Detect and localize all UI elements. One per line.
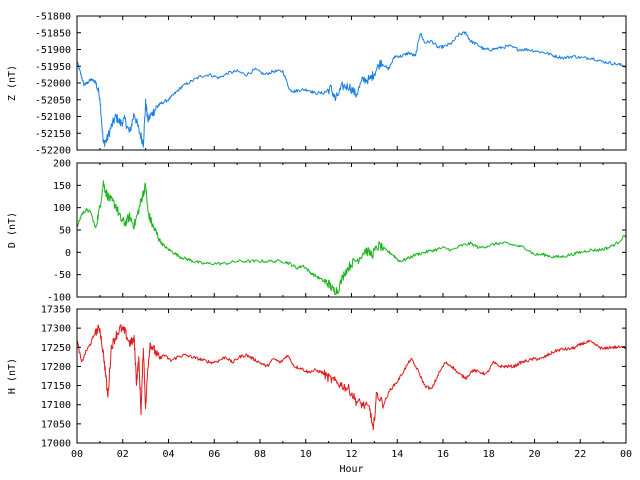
x-tick-label: 22 [574,449,586,460]
x-axis-label: Hour [339,464,363,475]
y-tick-label: -51950 [35,62,71,73]
y-tick-label: 17200 [41,362,71,373]
y-tick-label: -52100 [35,112,71,123]
h-panel: 17350 17300 17250 17200 17150 17100 17050 17000… [7,305,632,476]
y-tick-label: 200 [53,159,71,170]
series-line [76,180,627,296]
x-tick-label: 14 [391,449,403,460]
y-tick-label: 17000 [41,439,71,450]
y-tick-label: -52150 [35,129,71,140]
y-tick-label: -51850 [35,28,71,39]
x-tick-label: 02 [117,449,129,460]
series-line [76,323,627,431]
series-line [76,31,627,148]
y-tick-label: 17100 [41,400,71,411]
x-tick-label: 20 [528,449,540,460]
y-tick-label: -52200 [35,146,71,157]
y-tick-label: 17300 [41,324,71,335]
plot-frame [76,162,627,298]
y-tick-label: 150 [53,181,71,192]
y-tick-label: -100 [47,293,71,304]
y-axis-label: H (nT) [7,358,18,394]
y-tick-label: 0 [65,248,71,259]
d-panel: 200 150 100 50 0 -50 -100 D (nT) [7,159,627,304]
y-tick-label: 17350 [41,305,71,316]
x-tick-label: 04 [162,449,174,460]
x-tick-label: 18 [483,449,495,460]
y-tick-label: 17150 [41,381,71,392]
y-tick-label: -50 [53,270,71,281]
x-tick-label: 10 [300,449,312,460]
y-tick-label: 17050 [41,419,71,430]
x-tick-label: 00 [71,449,83,460]
y-tick-label: 50 [59,226,71,237]
y-tick-label: -52000 [35,79,71,90]
y-tick-label: -51900 [35,45,71,56]
x-tick-label: 12 [345,449,357,460]
y-tick-label: 100 [53,203,71,214]
y-tick-label: -51800 [35,12,71,23]
x-tick-label: 00 [620,449,632,460]
y-tick-label: -52050 [35,95,71,106]
plot-frame [76,308,627,444]
y-axis-label: Z (nT) [7,65,18,101]
x-tick-label: 08 [254,449,266,460]
y-axis-label: D (nT) [7,212,18,248]
z-panel: -51800 -51850 -51900 -51950 -52000 -52050 -521… [7,12,627,157]
x-tick-label: 06 [208,449,220,460]
y-tick-label: 17250 [41,343,71,354]
plot-frame [76,15,627,151]
x-tick-label: 16 [437,449,449,460]
